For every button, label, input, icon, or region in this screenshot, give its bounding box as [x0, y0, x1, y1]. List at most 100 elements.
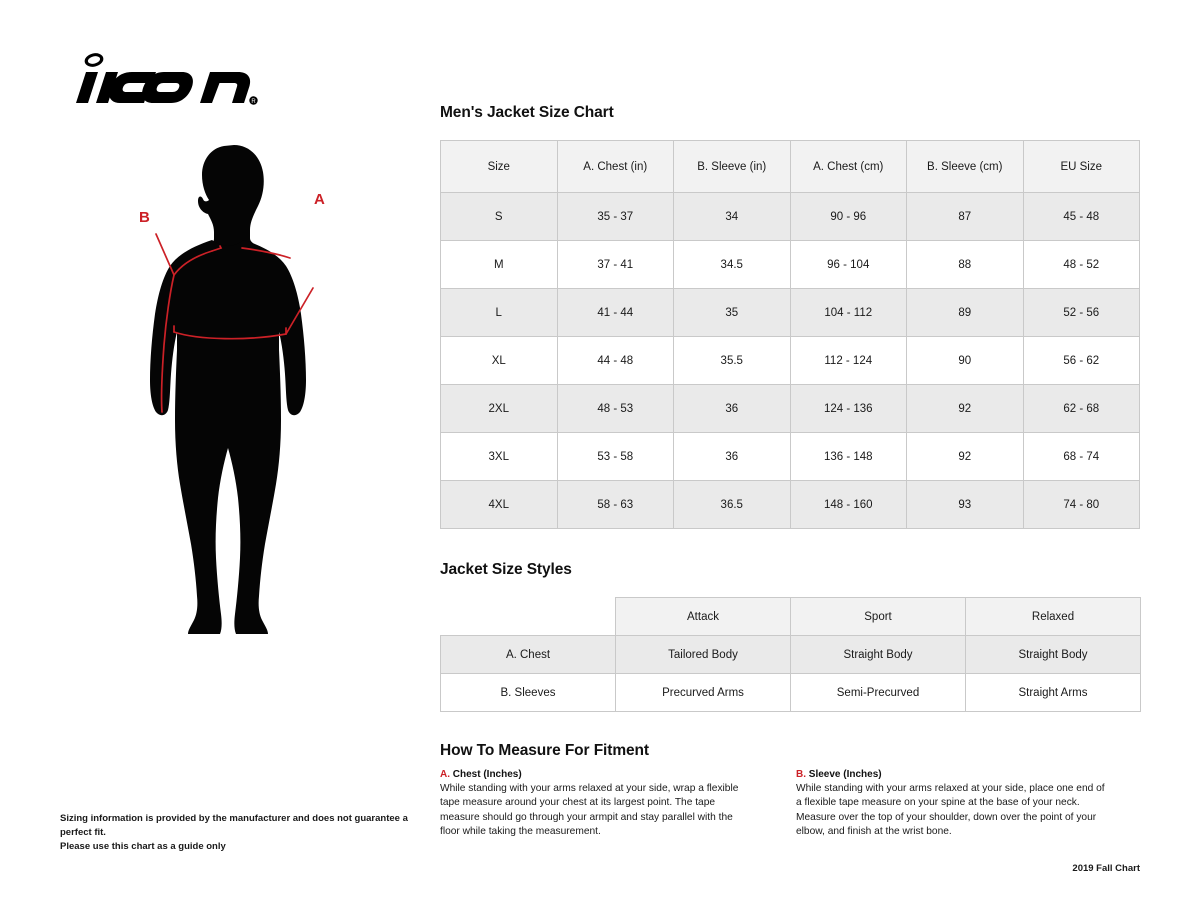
sleeve-measure-shoulder-segment: [173, 250, 213, 276]
sleeve-arrow-head: [211, 245, 223, 252]
cell-chest-cm: 124 - 136: [789, 384, 907, 433]
figure-label-a: A: [314, 191, 325, 208]
cell-chest-cm: 148 - 160: [789, 480, 907, 529]
styles-col-sport: Sport: [790, 597, 966, 636]
table-row: XL 44 - 48 35.5 112 - 124 90 56 - 62: [440, 336, 1140, 385]
svg-text:R: R: [251, 99, 256, 105]
styles-cell-sport-sleeves: Semi-Precurved: [790, 673, 966, 712]
page-title: Men's Jacket Size Chart: [440, 104, 614, 121]
cell-size: 3XL: [440, 432, 558, 481]
size-chart-table: Size A. Chest (in) B. Sleeve (in) A. Che…: [440, 140, 1140, 529]
cell-sleeve-cm: 90: [906, 336, 1024, 385]
cell-size: S: [440, 192, 558, 241]
col-header-size: Size: [440, 140, 558, 193]
cell-chest-cm: 96 - 104: [789, 240, 907, 289]
cell-size: 4XL: [440, 480, 558, 529]
measure-instructions: A. Chest (Inches) While standing with yo…: [440, 768, 1140, 840]
styles-col-attack: Attack: [615, 597, 791, 636]
disclaimer-line-1: Sizing information is provided by the ma…: [60, 813, 408, 838]
cell-eu-size: 74 - 80: [1022, 480, 1140, 529]
chest-measure-band: [173, 331, 287, 340]
measure-sleeve-body: While standing with your arms relaxed at…: [796, 783, 1105, 838]
styles-cell-attack-sleeves: Precurved Arms: [615, 673, 791, 712]
styles-cell-sport-chest: Straight Body: [790, 635, 966, 674]
measure-item-sleeve: B. Sleeve (Inches) While standing with y…: [796, 768, 1106, 840]
col-header-chest-cm: A. Chest (cm): [789, 140, 907, 193]
cell-eu-size: 52 - 56: [1022, 288, 1140, 337]
cell-size: M: [440, 240, 558, 289]
size-chart-header-row: Size A. Chest (in) B. Sleeve (in) A. Che…: [440, 140, 1140, 193]
cell-sleeve-cm: 92: [906, 384, 1024, 433]
male-silhouette: [150, 145, 306, 634]
cell-eu-size: 48 - 52: [1022, 240, 1140, 289]
cell-sleeve-in: 36.5: [673, 480, 791, 529]
cell-chest-in: 58 - 63: [556, 480, 674, 529]
styles-cell-relaxed-sleeves: Straight Arms: [965, 673, 1141, 712]
size-chart-thead: Size A. Chest (in) B. Sleeve (in) A. Che…: [440, 140, 1140, 193]
cell-eu-size: 68 - 74: [1022, 432, 1140, 481]
cell-sleeve-in: 35: [673, 288, 791, 337]
styles-section-title: Jacket Size Styles: [440, 561, 572, 578]
cell-eu-size: 45 - 48: [1022, 192, 1140, 241]
styles-row-label-chest: A. Chest: [440, 635, 616, 674]
footer-chart-season: 2019 Fall Chart: [1072, 863, 1140, 874]
cell-eu-size: 56 - 62: [1022, 336, 1140, 385]
styles-tbody: A. Chest Tailored Body Straight Body Str…: [440, 635, 1141, 712]
styles-cell-attack-chest: Tailored Body: [615, 635, 791, 674]
sleeve-measure-arm-segment: [160, 274, 175, 413]
icon-logo-svg: R: [76, 53, 258, 105]
sleeve-measure-neck-segment: [241, 247, 291, 259]
table-row: M 37 - 41 34.5 96 - 104 88 48 - 52: [440, 240, 1140, 289]
registered-trademark-icon: R: [249, 96, 258, 105]
styles-corner-cell: [440, 597, 616, 636]
styles-thead: Attack Sport Relaxed: [440, 597, 1141, 636]
table-row: 2XL 48 - 53 36 124 - 136 92 62 - 68: [440, 384, 1140, 433]
table-row: L 41 - 44 35 104 - 112 89 52 - 56: [440, 288, 1140, 337]
leader-line-a: [285, 287, 314, 335]
col-header-eu-size: EU Size: [1022, 140, 1140, 193]
col-header-sleeve-in: B. Sleeve (in): [673, 140, 791, 193]
cell-chest-in: 44 - 48: [556, 336, 674, 385]
cell-chest-in: 35 - 37: [556, 192, 674, 241]
styles-cell-relaxed-chest: Straight Body: [965, 635, 1141, 674]
measure-section-title: How To Measure For Fitment: [440, 742, 649, 759]
disclaimer-line-2: Please use this chart as a guide only: [60, 840, 226, 852]
figure-label-b: B: [139, 209, 150, 226]
styles-header-row: Attack Sport Relaxed: [440, 597, 1141, 636]
cell-chest-in: 48 - 53: [556, 384, 674, 433]
measure-chest-heading: A. Chest (Inches): [440, 768, 750, 781]
measure-chest-title: Chest (Inches): [452, 769, 522, 780]
table-row: 3XL 53 - 58 36 136 - 148 92 68 - 74: [440, 432, 1140, 481]
sizing-disclaimer: Sizing information is provided by the ma…: [60, 812, 420, 853]
table-row: B. Sleeves Precurved Arms Semi-Precurved…: [440, 673, 1141, 712]
table-row: 4XL 58 - 63 36.5 148 - 160 93 74 - 80: [440, 480, 1140, 529]
col-header-sleeve-cm: B. Sleeve (cm): [906, 140, 1024, 193]
cell-size: XL: [440, 336, 558, 385]
styles-col-relaxed: Relaxed: [965, 597, 1141, 636]
measure-chest-body: While standing with your arms relaxed at…: [440, 783, 739, 838]
cell-chest-in: 41 - 44: [556, 288, 674, 337]
cell-sleeve-cm: 87: [906, 192, 1024, 241]
cell-size: L: [440, 288, 558, 337]
measurement-annotations: [155, 233, 314, 413]
body-measurement-figure: A B: [108, 140, 358, 640]
col-header-chest-in: A. Chest (in): [556, 140, 674, 193]
cell-chest-cm: 136 - 148: [789, 432, 907, 481]
cell-sleeve-cm: 93: [906, 480, 1024, 529]
silhouette-svg: A B: [139, 145, 325, 634]
measure-sleeve-letter: B.: [796, 769, 806, 780]
cell-chest-in: 53 - 58: [556, 432, 674, 481]
cell-sleeve-cm: 88: [906, 240, 1024, 289]
measure-sleeve-heading: B. Sleeve (Inches): [796, 768, 1106, 781]
cell-sleeve-in: 34: [673, 192, 791, 241]
leader-line-b: [155, 233, 175, 276]
measure-item-chest: A. Chest (Inches) While standing with yo…: [440, 768, 750, 840]
cell-chest-cm: 112 - 124: [789, 336, 907, 385]
cell-size: 2XL: [440, 384, 558, 433]
table-row: A. Chest Tailored Body Straight Body Str…: [440, 635, 1141, 674]
cell-sleeve-in: 35.5: [673, 336, 791, 385]
icon-brand-logo: R: [60, 48, 260, 110]
cell-sleeve-cm: 92: [906, 432, 1024, 481]
cell-chest-in: 37 - 41: [556, 240, 674, 289]
